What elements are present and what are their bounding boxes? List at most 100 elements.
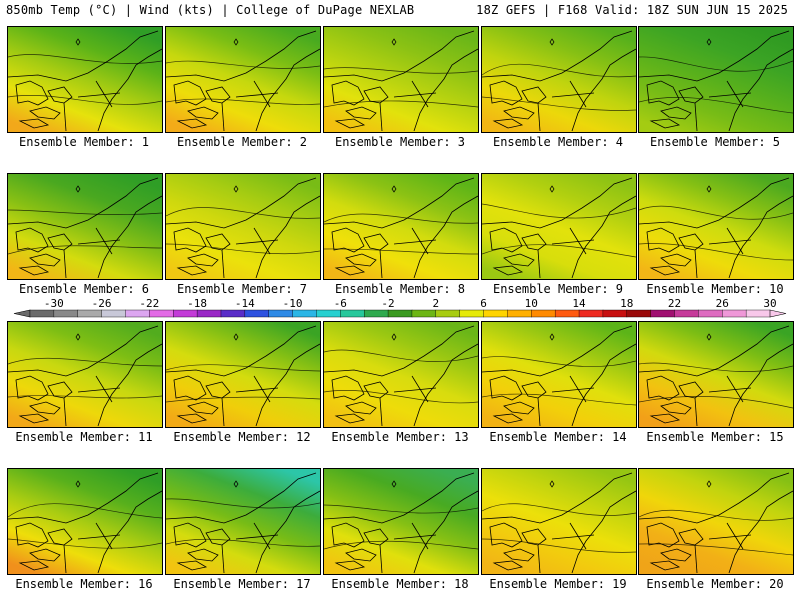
ensemble-member-label: Ensemble Member: 2: [176, 135, 308, 149]
map-outline: [166, 177, 320, 279]
map-outline: [8, 472, 162, 574]
ensemble-map-panel: [638, 26, 794, 133]
temperature-colorbar: -30-26-22-18-14-10-6-2261014182226303438…: [0, 297, 800, 321]
ensemble-map-panel: [7, 173, 163, 280]
ensemble-map-panel: [165, 26, 321, 133]
colorbar-tick-label: -22: [139, 297, 159, 310]
ensemble-map-panel: [481, 321, 637, 428]
map-outline: [639, 177, 793, 279]
colorbar-segment: [650, 309, 676, 318]
map-outline: [482, 472, 636, 574]
colorbar-tick-label: -6: [334, 297, 347, 310]
colorbar-left-arrow: [13, 309, 31, 318]
temperature-map: [482, 322, 636, 427]
colorbar-segment: [220, 309, 246, 318]
colorbar-tick-label: -30: [44, 297, 64, 310]
temperature-map: [639, 174, 793, 279]
temperature-map: [8, 174, 162, 279]
temperature-map: [482, 469, 636, 574]
map-outline: [166, 472, 320, 574]
temperature-map: [8, 27, 162, 132]
ensemble-member-label: Ensemble Member: 5: [649, 135, 781, 149]
ensemble-map-panel: [165, 468, 321, 575]
colorbar-svg: -30-26-22-18-14-10-6-2261014182226303438…: [13, 297, 787, 318]
map-outline: [8, 177, 162, 279]
colorbar-tick-label: 2: [432, 297, 439, 310]
colorbar-tick-label: -10: [283, 297, 303, 310]
colorbar-segment: [435, 309, 461, 318]
map-outline: [639, 472, 793, 574]
temperature-map: [166, 322, 320, 427]
colorbar-segment: [292, 309, 317, 318]
ensemble-member-label: Ensemble Member: 16: [15, 577, 153, 591]
ensemble-member-label: Ensemble Member: 7: [176, 282, 308, 296]
colorbar-right-arrow: [769, 309, 787, 318]
colorbar-segment: [411, 309, 437, 318]
map-outline: [166, 30, 320, 132]
colorbar-tick-label: -2: [381, 297, 394, 310]
map-outline: [482, 30, 636, 132]
ensemble-member-label: Ensemble Member: 11: [15, 430, 153, 444]
temperature-map: [324, 469, 478, 574]
ensemble-map-panel: [7, 26, 163, 133]
ensemble-member-label: Ensemble Member: 10: [646, 282, 784, 296]
ensemble-member-label: Ensemble Member: 18: [331, 577, 469, 591]
colorbar-segment: [722, 309, 747, 318]
colorbar-tick-label: 18: [620, 297, 633, 310]
colorbar-segment: [483, 309, 508, 318]
ensemble-member-label: Ensemble Member: 1: [18, 135, 150, 149]
colorbar-tick-label: -14: [235, 297, 255, 310]
colorbar-segment: [698, 309, 723, 318]
colorbar-segment: [173, 309, 198, 318]
colorbar-segment: [340, 309, 365, 318]
temperature-map: [324, 322, 478, 427]
map-outline: [8, 325, 162, 427]
temperature-map: [166, 469, 320, 574]
colorbar-segment: [674, 309, 699, 318]
ensemble-member-label: Ensemble Member: 19: [489, 577, 627, 591]
temperature-map: [166, 27, 320, 132]
ensemble-map-panel: [323, 468, 479, 575]
ensemble-map-panel: [323, 173, 479, 280]
map-outline: [482, 325, 636, 427]
temperature-map: [324, 174, 478, 279]
ensemble-map-panel: [7, 321, 163, 428]
colorbar-segment: [507, 309, 532, 318]
temperature-map: [482, 27, 636, 132]
colorbar-segment: [316, 309, 341, 318]
ensemble-map-panel: [323, 321, 479, 428]
temperature-map: [639, 322, 793, 427]
colorbar-segment: [244, 309, 270, 318]
colorbar-segment: [745, 309, 771, 318]
map-outline: [639, 325, 793, 427]
colorbar-segment: [459, 309, 485, 318]
ensemble-map-panel: [481, 468, 637, 575]
colorbar-segment: [29, 309, 55, 318]
ensemble-map-panel: [323, 26, 479, 133]
colorbar-segment: [196, 309, 222, 318]
ensemble-map-panel: [638, 468, 794, 575]
map-outline: [324, 325, 478, 427]
run-valid-time: 18Z GEFS | F168 Valid: 18Z SUN JUN 15 20…: [476, 3, 788, 17]
colorbar-tick-label: 22: [668, 297, 681, 310]
ensemble-member-label: Ensemble Member: 17: [173, 577, 311, 591]
colorbar-segment: [363, 309, 389, 318]
colorbar-segment: [53, 309, 79, 318]
temperature-map: [166, 174, 320, 279]
ensemble-member-label: Ensemble Member: 12: [173, 430, 311, 444]
temperature-map: [324, 27, 478, 132]
map-outline: [639, 30, 793, 132]
ensemble-map-panel: [165, 173, 321, 280]
map-outline: [482, 177, 636, 279]
ensemble-member-label: Ensemble Member: 13: [331, 430, 469, 444]
colorbar-tick-label: 6: [480, 297, 487, 310]
colorbar-segment: [531, 309, 556, 318]
ensemble-member-label: Ensemble Member: 14: [489, 430, 627, 444]
colorbar-tick-label: 10: [525, 297, 538, 310]
ensemble-member-label: Ensemble Member: 9: [492, 282, 624, 296]
ensemble-member-label: Ensemble Member: 3: [334, 135, 466, 149]
colorbar-segment: [77, 309, 103, 318]
temperature-map: [639, 27, 793, 132]
temperature-map: [482, 174, 636, 279]
map-outline: [324, 30, 478, 132]
